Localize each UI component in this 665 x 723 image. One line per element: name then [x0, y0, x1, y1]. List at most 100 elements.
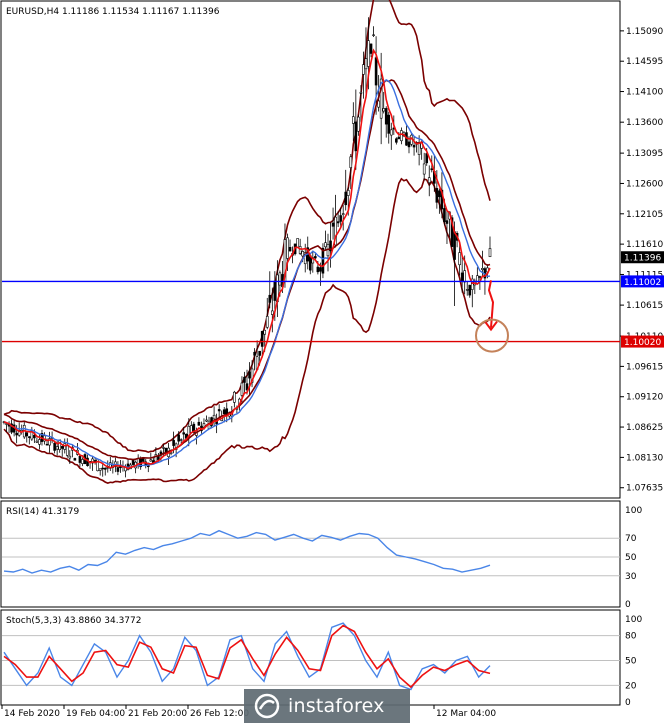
candle-body [435, 188, 439, 203]
candle-body [240, 382, 244, 396]
price-tick-label: 1.13095 [626, 149, 663, 159]
stoch-tick-label: 0 [625, 698, 631, 708]
price-tick-label: 1.09120 [626, 393, 663, 403]
rsi-panel-frame [0, 500, 621, 608]
candle-body [205, 419, 208, 422]
candle-body [68, 455, 72, 459]
rsi-tick-label: 70 [625, 534, 637, 544]
candle-body [233, 391, 236, 403]
candle-body [367, 40, 370, 67]
price-tick-label: 1.15090 [626, 27, 663, 37]
candle-body [372, 34, 375, 36]
candle-body [481, 267, 484, 270]
candle-body [430, 168, 434, 171]
candle-body [190, 425, 193, 433]
candle-body [25, 432, 29, 437]
candle-body [162, 447, 165, 449]
candle-body [319, 267, 322, 272]
x-tick-label: 26 Feb 12:00 [190, 709, 249, 719]
stoch-main-line [3, 622, 491, 691]
rsi-indicator: 100 70 50 30 0 [2, 506, 642, 610]
candle-body [470, 278, 474, 290]
candle-body [344, 191, 348, 206]
candle-body [271, 310, 274, 315]
price-tick-label: 1.12600 [626, 179, 663, 189]
candle-body [329, 240, 332, 252]
candle-body [81, 459, 84, 464]
level-label: 1.11002 [624, 278, 661, 288]
price-tick-label: 1.12105 [626, 210, 663, 220]
stoch-tick-label: 80 [625, 632, 637, 642]
candle-body [253, 351, 256, 356]
candle-body [427, 177, 431, 183]
candle-body [243, 376, 246, 383]
candle-body [217, 409, 221, 412]
candle-body [260, 331, 264, 347]
candle-body [354, 121, 358, 152]
candle-body [116, 467, 120, 472]
x-tick-label: 21 Feb 20:00 [128, 709, 187, 719]
candle-body [65, 445, 69, 456]
stoch-tick-label: 50 [625, 657, 637, 667]
candle-body [395, 138, 398, 143]
watermark-text: instaforex [288, 695, 385, 717]
candle-body [324, 242, 327, 248]
candle-body [465, 289, 469, 291]
watermark: instaforex [244, 689, 410, 723]
candle-body [339, 215, 342, 222]
stoch-signal-line [3, 624, 491, 689]
candle-body [336, 221, 340, 224]
candle-body [48, 438, 51, 446]
forecast-annotation [475, 280, 509, 353]
candle-body [321, 247, 325, 274]
price-tick-label: 1.10615 [626, 301, 663, 311]
support-levels: 1.11002 1.10020 1.11396 [2, 251, 664, 348]
rsi-tick-label: 30 [625, 572, 637, 582]
candle-body [298, 246, 302, 254]
candle-body [101, 467, 105, 470]
candle-body [476, 275, 479, 284]
candle-body [346, 190, 350, 196]
price-tick-label: 1.08625 [626, 423, 663, 433]
candle-body [357, 116, 360, 132]
level-label-bg [621, 335, 664, 348]
price-tick-label: 1.09615 [626, 362, 663, 372]
candle-body [286, 237, 289, 259]
candle-body [35, 440, 39, 443]
price-tick-label: 1.07635 [626, 484, 663, 494]
rsi-tick-label: 50 [625, 553, 637, 563]
candle-body [53, 442, 56, 451]
candle-body [192, 423, 196, 433]
candle-body [488, 248, 492, 258]
candle-body [303, 252, 307, 265]
rsi-panel-title: RSI(14) 41.3179 [6, 507, 79, 517]
forecast-arrow-line [487, 280, 495, 328]
price-tick-label: 1.13600 [626, 118, 663, 128]
ma-blue-line [3, 79, 491, 469]
candle-body [212, 414, 216, 420]
candle-body [149, 459, 153, 462]
candle-body [445, 220, 449, 224]
candle-body [438, 190, 441, 198]
candle-body [349, 156, 353, 168]
level-label-bg [621, 275, 664, 288]
candle-body [387, 114, 391, 134]
candle-body [45, 443, 49, 446]
candle-body [245, 383, 249, 391]
candle-body [248, 371, 251, 379]
x-tick-label: 12 Mar 04:00 [436, 709, 496, 719]
target-circle [475, 318, 509, 353]
candle-body [91, 458, 94, 464]
forecast-arrow-head [484, 320, 498, 332]
candle-body [263, 329, 267, 335]
current-price-bg [621, 251, 664, 264]
rsi-line [3, 529, 491, 574]
candle-body [422, 163, 426, 175]
candle-body [400, 130, 403, 142]
candle-body [15, 432, 18, 436]
candle-body [273, 280, 277, 301]
candle-body [453, 231, 456, 260]
candle-body [352, 116, 355, 124]
stoch-panel-title: Stoch(5,3,3) 43.8860 34.3772 [6, 616, 141, 626]
candle-body [28, 436, 31, 438]
